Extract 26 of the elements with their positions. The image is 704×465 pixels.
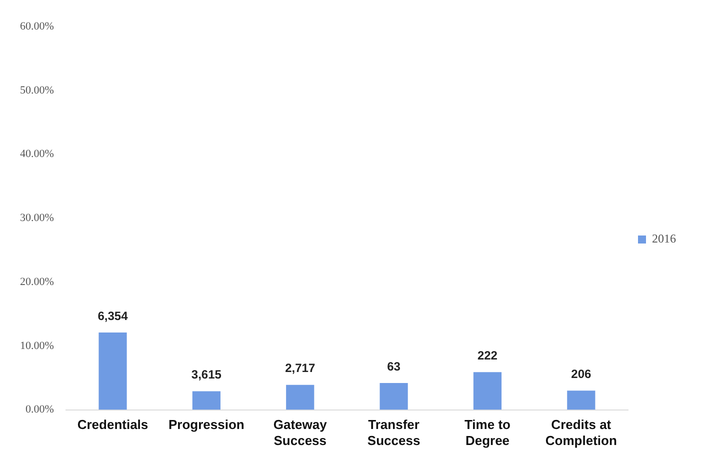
text: 63 — [387, 359, 400, 374]
bar — [192, 391, 220, 410]
bar — [98, 332, 127, 410]
y-tick-label: 10.00% — [20, 340, 54, 352]
y-tick-label: 50.00% — [20, 84, 54, 96]
legend-label: 2016 — [652, 232, 676, 246]
text: 206 — [571, 366, 592, 381]
y-tick-label: 40.00% — [20, 148, 54, 160]
x-tick-label: Transfer Success — [367, 417, 420, 448]
y-tick-label: 30.00% — [20, 212, 54, 224]
x-tick-label: Credentials — [77, 417, 148, 432]
x-tick-label: Credits at Completion — [545, 417, 617, 448]
text: 6,354 — [98, 308, 128, 323]
text: 222 — [477, 348, 498, 362]
bar — [286, 384, 314, 410]
y-tick-label: 0.00% — [25, 404, 54, 416]
x-tick-label: Progression — [168, 417, 244, 432]
text: 2,717 — [285, 361, 316, 376]
bar — [473, 372, 502, 410]
y-tick-label: 60.00% — [20, 20, 54, 32]
text: 3,615 — [191, 368, 222, 382]
bar — [380, 382, 408, 410]
x-tick-label: Gateway Success — [273, 417, 328, 448]
x-tick-label: Time to Degree — [464, 417, 511, 448]
y-tick-label: 20.00% — [20, 276, 54, 288]
bar — [567, 390, 596, 410]
